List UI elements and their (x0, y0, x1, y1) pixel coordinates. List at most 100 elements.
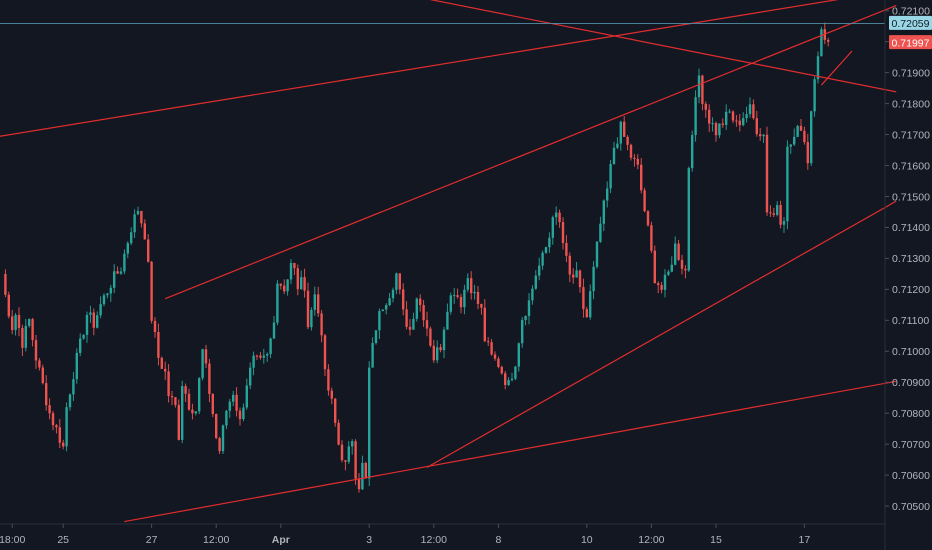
candle-down (208, 363, 211, 394)
candle-up (262, 355, 265, 358)
candle-up (228, 401, 231, 411)
candle-down (643, 190, 646, 212)
candle-up (742, 118, 745, 126)
candle-down (330, 390, 333, 399)
candle-down (684, 268, 687, 271)
candle-up (391, 289, 395, 299)
candle-up (378, 311, 381, 331)
candle-up (691, 135, 694, 169)
candle-down (419, 298, 422, 306)
y-tick-label: 0.71200 (892, 284, 930, 296)
trendlines-layer (0, 0, 897, 523)
candle-up (776, 205, 779, 215)
candle-up (266, 354, 269, 356)
candle-down (422, 305, 425, 321)
candle-up (96, 315, 99, 328)
candle-down (582, 287, 585, 310)
candle-up (674, 243, 677, 265)
candle-up (286, 279, 289, 292)
candle-up (514, 366, 517, 379)
candle-up (616, 143, 619, 148)
candle-up (442, 329, 446, 351)
candle-up (68, 394, 72, 408)
candle-up (371, 343, 374, 368)
candle-down (432, 345, 435, 361)
candle-up (269, 338, 272, 355)
candle-down (408, 326, 412, 330)
candle-down (150, 261, 153, 321)
candle-down (480, 303, 483, 308)
candle-down (483, 307, 486, 342)
upper-channel-line[interactable] (0, 0, 896, 137)
candle-up (602, 200, 605, 224)
candle-up (242, 407, 245, 420)
candle-up (395, 273, 398, 290)
candle-down (167, 371, 170, 396)
candle-up (820, 29, 823, 57)
candle-up (507, 380, 510, 386)
x-tick-label: 15 (710, 534, 722, 546)
candle-up (361, 462, 364, 490)
candle-down (626, 136, 629, 145)
candle-down (558, 212, 561, 223)
candle-down (565, 242, 568, 256)
candle-down (755, 118, 758, 135)
candle-up (313, 294, 316, 310)
candle-up (466, 278, 469, 290)
candle-up (136, 210, 140, 215)
lower-rising-line[interactable] (124, 380, 897, 523)
candle-down (633, 157, 636, 159)
candle-up (538, 265, 541, 276)
candle-up (194, 411, 197, 414)
short-breakout-line[interactable] (820, 50, 853, 86)
candle-up (527, 300, 531, 317)
candle-up (687, 168, 690, 271)
candle-up (667, 271, 670, 275)
candle-up (796, 125, 799, 137)
candle-up (544, 247, 548, 253)
candle-up (249, 367, 252, 386)
candle-down (38, 360, 41, 368)
support-line[interactable] (426, 200, 897, 468)
candle-up (123, 253, 126, 272)
candle-down (279, 283, 282, 286)
candle-down (45, 383, 48, 406)
x-tick-label: 17 (799, 534, 811, 546)
candle-down (585, 309, 588, 318)
candle-up (589, 291, 592, 318)
upper-rising-line[interactable] (164, 4, 897, 300)
candle-down (769, 212, 772, 214)
candle-up (531, 288, 534, 301)
candle-down (41, 367, 44, 384)
y-tick-label: 0.71100 (892, 315, 929, 327)
candle-up (446, 311, 449, 330)
candle-down (561, 222, 565, 243)
candle-down (803, 130, 806, 143)
candle-down (680, 259, 684, 269)
candle-up (276, 283, 279, 323)
candle-down (204, 349, 208, 364)
candle-down (4, 274, 7, 295)
candle-down (259, 355, 262, 358)
candle-up (300, 277, 303, 290)
candle-down (493, 354, 497, 359)
falling-resistance-line[interactable] (240, 0, 897, 93)
candle-down (779, 205, 782, 225)
y-tick-label: 0.71300 (892, 253, 930, 265)
candle-up (453, 295, 456, 297)
x-tick-label: 10 (581, 534, 593, 546)
candle-up (79, 338, 82, 353)
candle-up (551, 217, 554, 238)
candle-up (524, 316, 527, 320)
candle-down (500, 366, 503, 374)
candle-down (354, 441, 357, 479)
candle-up (102, 295, 106, 305)
candle-up (28, 319, 31, 326)
time-axis[interactable]: 18:00 25 27 12:00 Apr 3 12:00 8 10 12:00 15 17 (0, 524, 810, 546)
x-tick-label: 8 (495, 534, 501, 546)
candle-up (109, 287, 112, 294)
marked-price-label: 0.71997 (892, 37, 930, 49)
